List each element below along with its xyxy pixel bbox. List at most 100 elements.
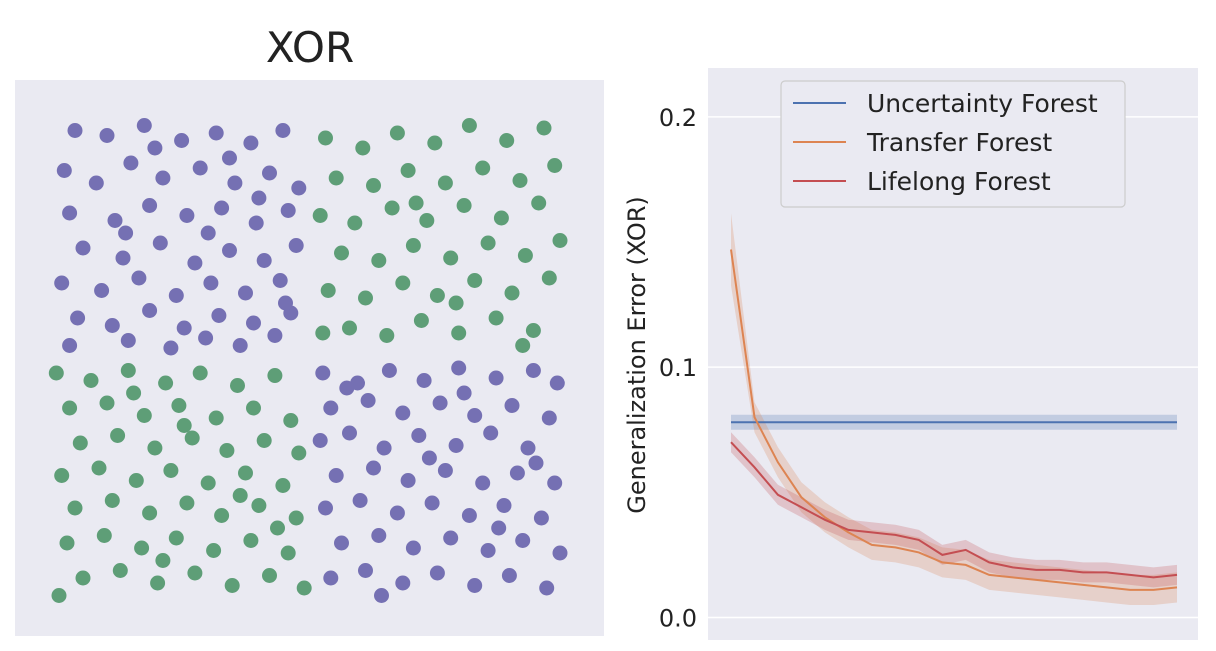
y-tick-label: 0.2 [659,104,697,132]
scatter-point-class-0 [437,463,453,478]
scatter-point-class-0 [395,575,411,591]
scatter-point-class-1 [448,295,464,311]
y-axis-label: Generalization Error (XOR) [623,196,651,513]
scatter-point-class-1 [312,208,328,223]
scatter-point-class-1 [366,178,381,193]
scatter-point-class-0 [515,533,531,548]
scatter-point-class-0 [480,543,496,558]
scatter-point-class-1 [219,443,235,458]
scatter-point-class-0 [67,123,83,138]
scatter-point-class-0 [539,580,555,596]
scatter-point-class-0 [467,578,483,593]
scatter-point-class-1 [467,273,483,288]
scatter-point-class-0 [192,160,208,176]
scatter-point-class-1 [493,210,509,226]
scatter-point-class-1 [552,233,568,248]
scatter-point-class-1 [67,500,83,516]
legend-label: Transfer Forest [866,128,1052,157]
scatter-point-class-0 [491,520,507,536]
scatter-point-class-1 [328,170,344,186]
scatter-point-class-1 [315,325,331,341]
scatter-point-class-1 [224,578,240,593]
scatter-point-class-1 [192,365,208,381]
scatter-point-class-1 [355,140,371,156]
scatter-point-class-0 [366,460,381,476]
scatter-point-class-0 [248,215,264,231]
scatter-point-class-1 [531,195,547,211]
scatter-point-class-1 [238,465,253,481]
scatter-point-class-0 [416,373,432,388]
scatter-point-class-0 [467,408,483,423]
scatter-point-class-1 [262,568,277,583]
scatter-point-class-0 [136,118,152,133]
scatter-point-class-1 [499,133,515,148]
scatter-point-class-1 [456,198,472,213]
scatter-point-class-1 [112,563,128,578]
scatter-point-class-1 [536,120,552,136]
scatter-point-class-1 [419,213,435,228]
y-tick-labels: 0.0 0.1 0.2 [659,104,697,633]
scatter-point-class-1 [163,463,179,478]
scatter-point-class-0 [56,163,72,178]
scatter-point-class-0 [272,273,288,288]
scatter-point-class-0 [227,175,243,191]
scatter-point-class-0 [475,475,491,491]
scatter-point-class-1 [525,323,541,338]
scatter-point-class-1 [134,540,150,556]
scatter-point-class-0 [371,528,387,543]
scatter-point-class-0 [291,180,307,196]
scatter-point-class-1 [288,510,304,526]
scatter-point-class-0 [509,465,525,481]
scatter-point-class-0 [315,365,331,381]
scatter-point-class-0 [552,545,568,561]
scatter-point-class-1 [461,118,477,133]
scatter-point-class-1 [512,173,528,188]
scatter-point-class-1 [547,158,563,173]
scatter-point-class-0 [243,135,259,151]
scatter-point-class-0 [267,328,283,343]
y-tick-label: 0.1 [659,354,697,382]
scatter-plot-area [15,80,604,636]
scatter-point-class-0 [99,128,115,143]
scatter-point-class-1 [405,238,421,253]
line-transfer-forest [730,249,1178,591]
scatter-point-class-0 [488,370,504,386]
scatter-title: XOR [266,23,354,72]
scatter-point-class-0 [528,455,544,471]
scatter-point-class-0 [94,283,110,298]
scatter-point-class-0 [118,225,134,241]
scatter-point-class-1 [541,270,557,286]
scatter-point-class-1 [214,508,230,523]
scatter-point-class-0 [88,175,104,191]
scatter-point-class-1 [246,400,261,416]
scatter-point-class-0 [187,255,203,271]
scatter-point-class-0 [451,360,467,376]
scatter-point-class-0 [411,428,427,443]
scatter-point-class-0 [278,295,293,311]
scatter-point-class-0 [496,498,512,513]
scatter-point-class-1 [429,288,445,303]
scatter-point-class-1 [480,235,496,251]
scatter-point-class-0 [352,493,368,508]
scatter-point-class-1 [128,473,144,488]
scatter-point-class-0 [174,133,190,148]
scatter-point-class-1 [488,310,504,326]
scatter-point-class-1 [283,413,299,428]
scatter-point-class-0 [501,568,517,583]
scatter-point-class-1 [120,363,136,378]
scatter-point-class-0 [198,330,214,346]
scatter-point-class-1 [176,418,192,433]
scatter-point-class-1 [437,175,453,191]
scatter-point-class-1 [72,435,88,451]
scatter-point-class-1 [158,375,174,391]
scatter-point-class-1 [413,313,429,328]
scatter-point-class-1 [371,253,387,268]
scatter-point-class-1 [110,428,126,443]
scatter-point-class-1 [427,135,443,151]
scatter-point-class-1 [389,125,405,141]
scatter-point-class-0 [147,140,163,156]
scatter-point-class-1 [280,545,296,561]
scatter-point-class-0 [432,395,448,411]
scatter-point-class-1 [334,245,349,261]
